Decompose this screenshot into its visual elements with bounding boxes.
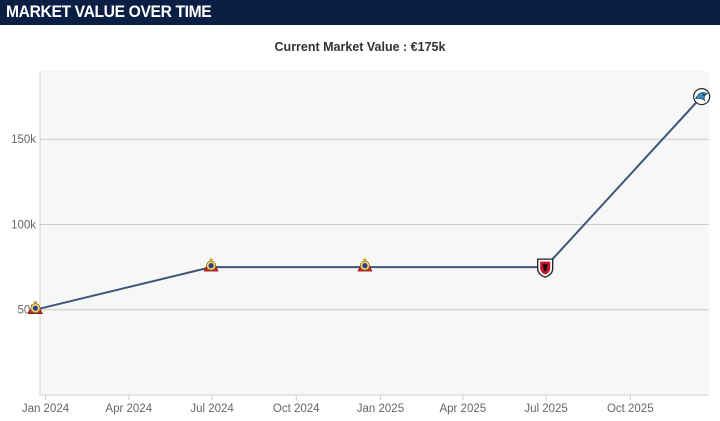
- club-shield-icon[interactable]: [537, 258, 554, 278]
- x-tick-label: Oct 2024: [273, 403, 320, 415]
- club-crest-icon[interactable]: [203, 258, 219, 272]
- club-badge-icon[interactable]: [693, 87, 711, 106]
- x-tick-label: Jan 2024: [22, 403, 70, 415]
- plot-area: [40, 71, 709, 395]
- x-tick-label: Oct 2025: [607, 403, 654, 415]
- y-tick-label: 100k: [11, 219, 36, 231]
- club-crest-icon[interactable]: [357, 258, 373, 272]
- x-tick-label: Jul 2024: [190, 403, 234, 415]
- section-title: MARKET VALUE OVER TIME: [6, 2, 212, 21]
- club-crest-icon[interactable]: [27, 301, 43, 315]
- x-tick-label: Jan 2025: [357, 403, 404, 415]
- x-tick-label: Apr 2024: [105, 403, 152, 415]
- x-tick-label: Jul 2025: [524, 403, 567, 415]
- y-tick-label: 150k: [11, 134, 36, 146]
- x-tick-label: Apr 2025: [439, 403, 486, 415]
- current-market-value: Current Market Value : €175k: [274, 40, 446, 54]
- section-header: MARKET VALUE OVER TIME: [0, 0, 720, 25]
